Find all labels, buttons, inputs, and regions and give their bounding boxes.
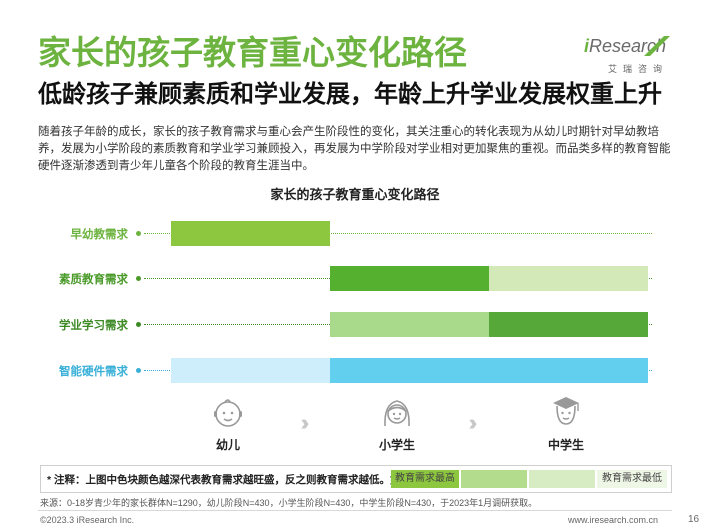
- row-dot: [136, 276, 141, 281]
- level-segment-toddler: [171, 358, 330, 383]
- graduate-face-icon: [553, 397, 579, 425]
- row-dot: [136, 231, 141, 236]
- note-box: * 注释：上图中色块颜色越深代表教育需求越旺盛，反之则教育需求越低。如： 教育需…: [40, 465, 672, 493]
- intro-paragraph: 随着孩子年龄的成长，家长的孩子教育需求与重心会产生阶段性的变化，其关注重心的转化…: [38, 126, 671, 172]
- page-subtitle: 低龄孩子兼顾素质和学业发展，年龄上升学业发展权重上升: [38, 81, 662, 108]
- legend-mid-high: [461, 470, 527, 488]
- level-segment-primary: [330, 266, 489, 291]
- stage-label-middle: 中学生: [547, 438, 584, 452]
- level-segment-primary: [330, 312, 489, 337]
- chart-title: 家长的孩子教育重心变化路径: [270, 187, 440, 202]
- level-segment-middle: [489, 266, 648, 291]
- logo-swoosh-icon: [644, 36, 670, 56]
- level-segment-toddler: [171, 221, 330, 246]
- baby-face-icon: [214, 399, 242, 427]
- source-note: 来源：0-18岁青少年的家长群体N=1290，幼儿阶段N=430，小学生阶段N=…: [40, 498, 538, 508]
- note-text: * 注释：上图中色块颜色越深代表教育需求越旺盛，反之则教育需求越低。如：: [47, 474, 412, 486]
- page-number: 16: [688, 514, 700, 525]
- iresearch-logo: iResearch 艾瑞咨询: [584, 34, 676, 80]
- row-label: 智能硬件需求: [59, 366, 128, 378]
- copyright: ©2023.3 iResearch Inc.: [40, 515, 135, 525]
- legend-mid-low: [529, 470, 595, 488]
- level-segment-primary: [330, 358, 489, 383]
- footer-divider: [38, 510, 672, 511]
- row-dot: [136, 368, 141, 373]
- footer-url: www.iresearch.com.cn: [568, 515, 659, 525]
- row-label: 素质教育需求: [59, 274, 128, 286]
- stage-label-toddler: 幼儿: [215, 438, 240, 452]
- level-segment-middle: [489, 312, 648, 337]
- row-label: 早幼教需求: [70, 229, 129, 241]
- level-segment-middle: [489, 358, 648, 383]
- row-dot: [136, 322, 141, 327]
- page-title: 家长的孩子教育重心变化路径: [38, 34, 467, 71]
- stage-label-primary: 小学生: [378, 438, 415, 452]
- legend-high: 教育需求最高: [391, 470, 459, 488]
- logo-wordmark: iResearch: [584, 36, 667, 56]
- legend-low: 教育需求最低: [597, 470, 667, 488]
- girl-face-icon: [384, 400, 410, 427]
- logo-subtext: 艾瑞咨询: [608, 64, 669, 74]
- row-dotted-line: [144, 233, 652, 234]
- row-label: 学业学习需求: [59, 320, 128, 332]
